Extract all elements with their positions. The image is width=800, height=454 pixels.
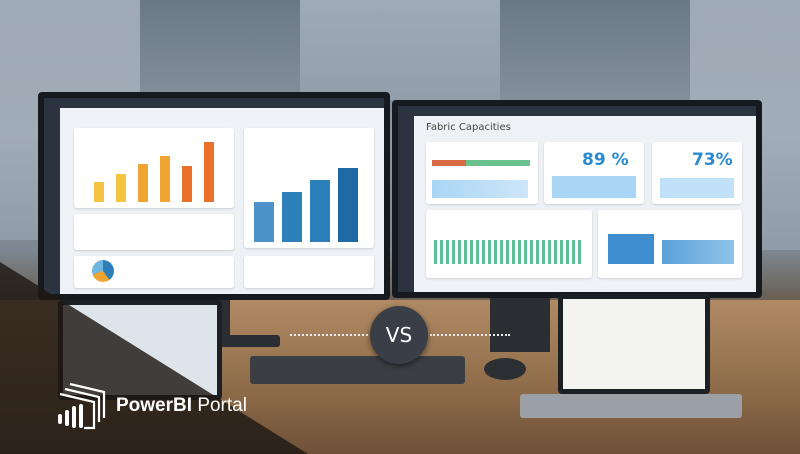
bar-chart-card [74,128,234,208]
area-chart-card [598,210,742,278]
fabric-dashboard: Fabric Capacities 89 % 73% [398,106,756,292]
brand-logo: PowerBI Portal [56,382,247,430]
monitor-stand [490,296,550,352]
capacity-card [426,210,592,278]
cpu-card: 89 % [544,142,644,204]
right-laptop [558,294,710,394]
line-chart-card [74,214,234,250]
divider-right [430,334,510,336]
brand-name-bold: PowerBI [116,395,193,416]
divider-left [290,334,368,336]
dataset-card [426,142,538,204]
dashboard-title: Fabric Capacities [426,122,511,133]
laptop-keyboard [520,394,742,418]
brand-name: PowerBI Portal [116,395,247,417]
left-monitor [38,92,390,300]
cpu-value: 73% [692,150,733,170]
right-monitor: Fabric Capacities 89 % 73% [392,100,762,298]
versus-badge: VS [370,306,428,364]
cpu-value: 89 % [582,150,629,170]
summary-card [244,256,374,288]
column-chart-card [244,128,374,248]
powerbi-logo-icon [58,382,106,430]
mouse [484,358,526,380]
keyboard [250,356,465,384]
left-dashboard [44,98,384,294]
pie-chart-card [74,256,234,288]
window-background [300,0,500,100]
brand-name-regular: Portal [197,395,247,416]
cpu-card: 73% [652,142,742,204]
